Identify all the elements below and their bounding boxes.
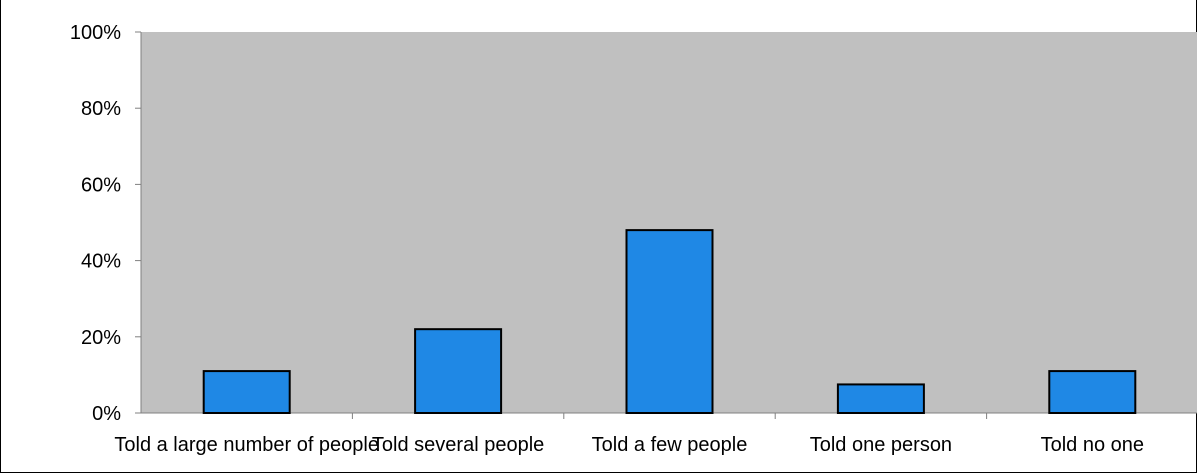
x-tick-label: Told a large number of people: [114, 434, 379, 456]
bar: [414, 328, 503, 414]
x-tick-label: Told no one: [1041, 434, 1144, 456]
y-tick-label: 80%: [81, 98, 121, 120]
bar: [1048, 370, 1137, 414]
y-tick-label: 40%: [81, 251, 121, 273]
x-tick-label: Told one person: [810, 434, 952, 456]
x-tick-label: Told several people: [372, 434, 544, 456]
y-tick-label: 0%: [92, 403, 121, 425]
y-tick-label: 20%: [81, 327, 121, 349]
y-tick-label: 100%: [70, 22, 121, 44]
bar: [836, 383, 925, 414]
x-tick-label: Told a few people: [592, 434, 748, 456]
bar: [202, 370, 291, 414]
y-tick-label: 60%: [81, 174, 121, 196]
bar: [625, 229, 714, 414]
